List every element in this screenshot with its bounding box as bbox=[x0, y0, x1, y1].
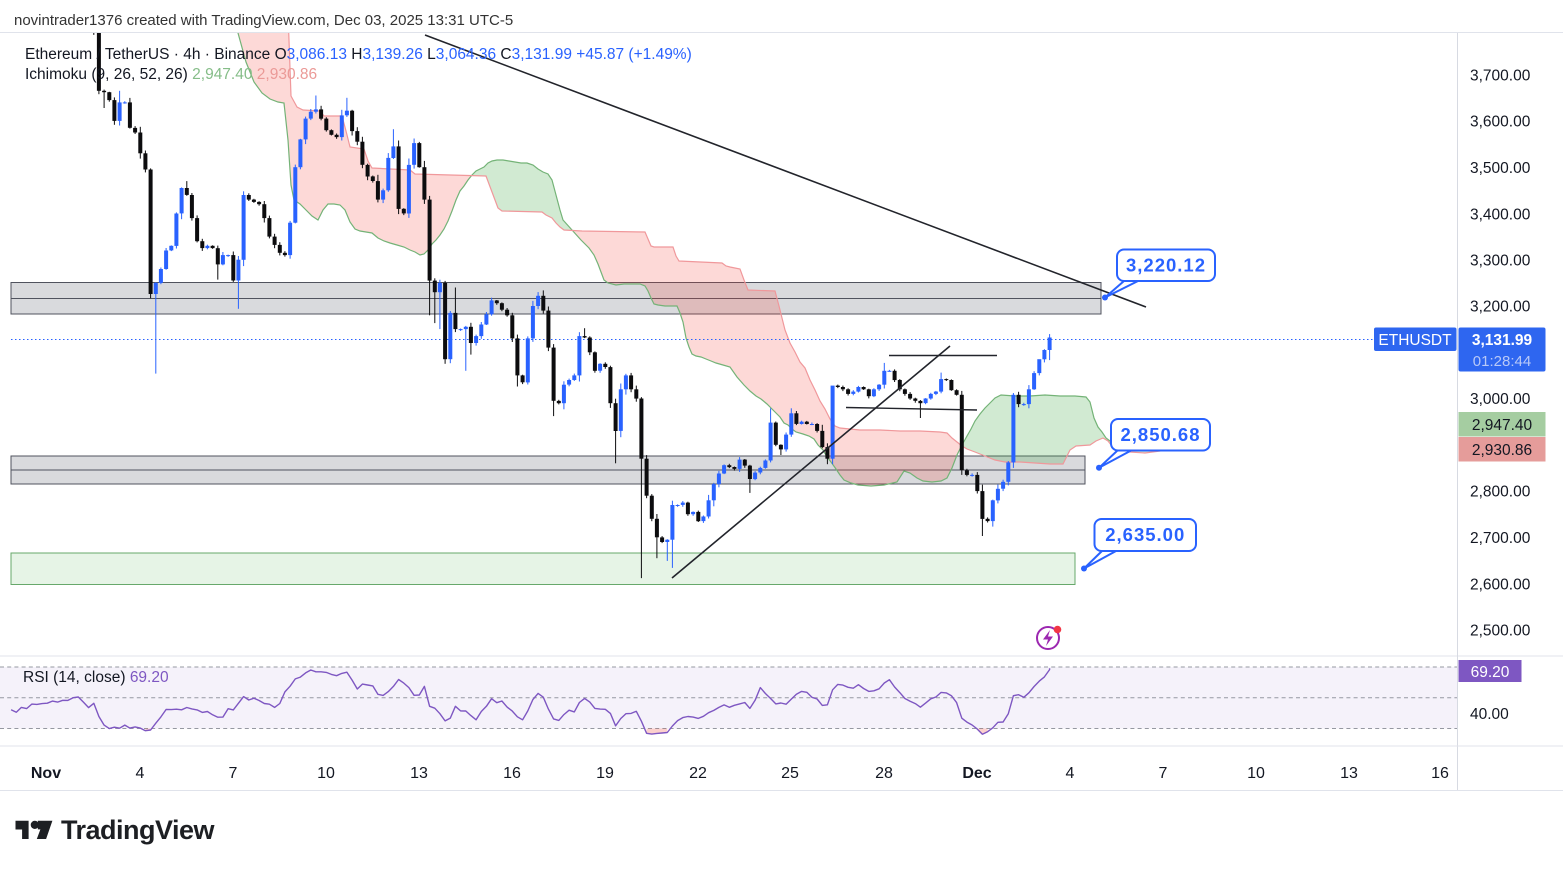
svg-text:2,850.68: 2,850.68 bbox=[1120, 424, 1200, 445]
svg-text:Ethereum / TetherUS · 4h · Bin: Ethereum / TetherUS · 4h · Binance O3,08… bbox=[25, 46, 692, 63]
svg-text:2,930.86: 2,930.86 bbox=[1472, 442, 1532, 459]
svg-text:Ichimoku (9, 26, 52, 26) 2,94: Ichimoku (9, 26, 52, 26) 2,947.40 2,930.… bbox=[25, 66, 317, 83]
svg-text:ETHUSDT: ETHUSDT bbox=[1378, 332, 1452, 349]
svg-text:2,635.00: 2,635.00 bbox=[1105, 524, 1185, 545]
svg-text:69.20: 69.20 bbox=[1471, 664, 1510, 681]
svg-text:2,500.00: 2,500.00 bbox=[1470, 623, 1531, 640]
svg-text:3,200.00: 3,200.00 bbox=[1470, 299, 1531, 316]
svg-text:40.00: 40.00 bbox=[1470, 706, 1509, 723]
svg-text:13: 13 bbox=[410, 765, 428, 782]
svg-text:01:28:44: 01:28:44 bbox=[1473, 353, 1531, 370]
svg-text:Nov: Nov bbox=[31, 765, 61, 782]
svg-text:25: 25 bbox=[781, 765, 799, 782]
svg-text:3,400.00: 3,400.00 bbox=[1470, 207, 1531, 224]
svg-text:7: 7 bbox=[229, 765, 238, 782]
svg-text:4: 4 bbox=[1066, 765, 1075, 782]
svg-text:16: 16 bbox=[1431, 765, 1449, 782]
svg-text:3,500.00: 3,500.00 bbox=[1470, 160, 1531, 177]
svg-text:13: 13 bbox=[1340, 765, 1358, 782]
svg-text:3,600.00: 3,600.00 bbox=[1470, 114, 1531, 131]
svg-text:7: 7 bbox=[1159, 765, 1168, 782]
svg-text:2,800.00: 2,800.00 bbox=[1470, 484, 1531, 501]
svg-text:TradingView: TradingView bbox=[61, 815, 216, 845]
svg-text:3,000.00: 3,000.00 bbox=[1470, 391, 1531, 408]
svg-text:RSI (14, close) 69.20: RSI (14, close) 69.20 bbox=[23, 669, 169, 686]
svg-text:2,947.40: 2,947.40 bbox=[1472, 417, 1533, 434]
svg-text:3,220.12: 3,220.12 bbox=[1126, 254, 1206, 275]
svg-text:16: 16 bbox=[503, 765, 521, 782]
svg-text:2,600.00: 2,600.00 bbox=[1470, 577, 1531, 594]
svg-text:Dec: Dec bbox=[962, 765, 991, 782]
svg-text:3,700.00: 3,700.00 bbox=[1470, 68, 1531, 85]
svg-text:10: 10 bbox=[317, 765, 335, 782]
svg-text:28: 28 bbox=[875, 765, 893, 782]
svg-text:novintrader1376 created with T: novintrader1376 created with TradingView… bbox=[14, 12, 513, 29]
svg-text:22: 22 bbox=[689, 765, 707, 782]
svg-text:4: 4 bbox=[136, 765, 145, 782]
svg-text:3,300.00: 3,300.00 bbox=[1470, 253, 1531, 270]
svg-text:19: 19 bbox=[596, 765, 614, 782]
svg-text:3,131.99: 3,131.99 bbox=[1472, 332, 1533, 349]
svg-text:2,700.00: 2,700.00 bbox=[1470, 530, 1531, 547]
svg-text:10: 10 bbox=[1247, 765, 1265, 782]
